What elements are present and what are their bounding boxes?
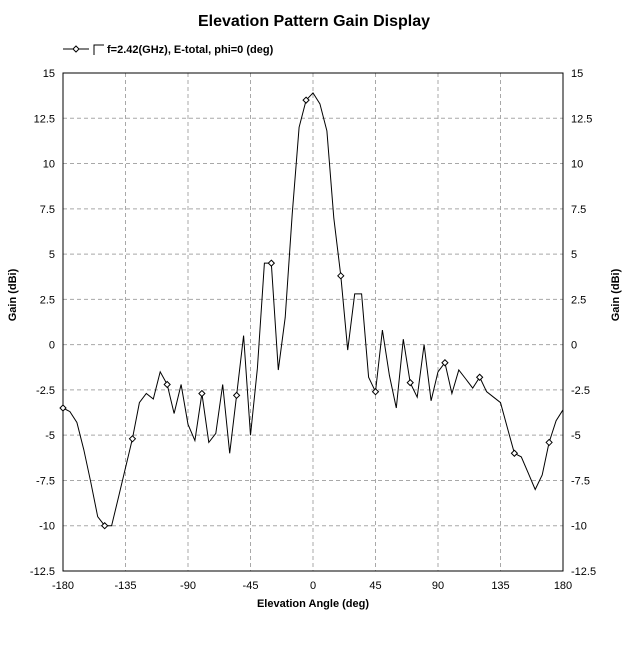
y-tick-label-right: -7.5 [571,475,590,487]
x-tick-label: 90 [432,580,444,592]
y-axis-ticks-right: -12.5 -10 -7.5 -5 -2.5 0 2.5 5 7.5 10 12.5 15 [571,68,596,578]
legend-step-icon [93,44,104,55]
y-tick-label-left: 2.5 [40,294,55,306]
x-axis-title: Elevation Angle (deg) [257,598,369,610]
x-tick-label: -45 [243,580,259,592]
series-marker [100,522,109,530]
series-marker [128,435,137,443]
series-marker [441,359,449,367]
x-axis-ticks: -180 -135 -90 -45 0 45 90 135 180 [52,580,572,592]
y-tick-label-left: -7.5 [36,475,55,487]
y-tick-label-right: 7.5 [571,204,586,216]
plot-frame [62,72,564,572]
legend-diamond-marker [72,45,80,53]
y-tick-label-right: -10 [571,521,587,533]
series-marker [475,373,484,381]
series-marker [406,378,414,387]
y-axis-title-right: Gain (dBi) [610,268,622,321]
x-tick-label: -180 [52,580,74,592]
x-tick-label: 135 [491,580,509,592]
y-tick-label-left: 5 [49,249,55,261]
y-tick-label-right: 12.5 [571,113,592,125]
series-marker [337,272,345,280]
series-marker [198,389,206,398]
y-tick-label-right: -5 [571,430,581,442]
y-tick-label-left: 15 [43,68,55,80]
y-tick-label-right: 15 [571,68,583,80]
series-marker [302,96,310,104]
y-tick-label-left: 0 [49,340,55,352]
y-tick-label-left: 12.5 [34,113,55,125]
y-tick-label-left: -10 [39,521,55,533]
x-tick-label: -135 [114,580,136,592]
y-tick-label-right: 10 [571,159,583,171]
x-tick-label: 180 [554,580,572,592]
y-tick-label-right: -2.5 [571,385,590,397]
y-tick-label-left: -2.5 [36,385,55,397]
y-tick-label-left: 7.5 [40,204,55,216]
x-tick-label: -90 [180,580,196,592]
series-marker [232,391,241,400]
y-tick-label-right: 2.5 [571,294,586,306]
series-marker [371,388,380,396]
series-marker [163,380,171,389]
x-tick-label: 0 [310,580,316,592]
series-marker [545,438,553,447]
y-tick-label-right: 5 [571,249,577,261]
series-marker [59,404,67,412]
series-marker [267,259,276,267]
y-tick-label-right: -12.5 [571,566,596,578]
series-layer [59,92,564,530]
y-tick-label-left: 10 [43,159,55,171]
y-axis-ticks-left: -12.5 -10 -7.5 -5 -2.5 0 2.5 5 7.5 10 12.5 15 [30,68,55,578]
legend-series-label: f=2.42(GHz), E-total, phi=0 (deg) [107,44,274,56]
chart-title: Elevation Pattern Gain Display [198,13,430,30]
y-axis-title-left: Gain (dBi) [7,268,19,321]
x-tick-label: 45 [369,580,381,592]
grid-lines [63,73,563,571]
y-tick-label-left: -12.5 [30,566,55,578]
series-marker [510,449,519,457]
y-tick-label-right: 0 [571,340,577,352]
legend: f=2.42(GHz), E-total, phi=0 (deg) [63,44,274,56]
y-tick-label-left: -5 [45,430,55,442]
